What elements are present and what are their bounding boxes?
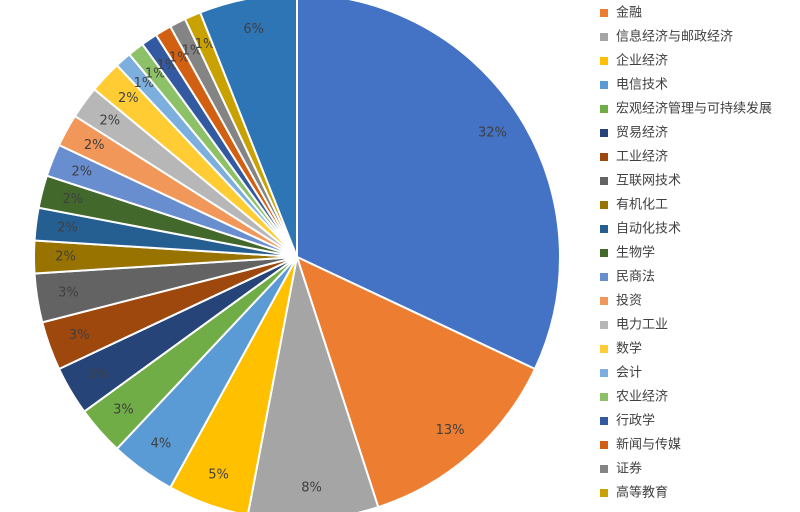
legend-label: 工业经济 — [616, 150, 668, 165]
legend-swatch — [600, 489, 608, 497]
legend-label: 电力工业 — [616, 318, 668, 333]
legend-swatch — [600, 273, 608, 281]
value-label: 4% — [151, 437, 172, 452]
pie-slice — [247, 256, 380, 512]
legend-label: 投资 — [616, 293, 642, 309]
legend-label: 数学 — [616, 341, 642, 357]
legend-swatch — [600, 417, 608, 425]
value-label: 3% — [69, 328, 90, 343]
legend-swatch — [600, 129, 608, 137]
legend-label: 民商法 — [616, 270, 655, 285]
value-label: 3% — [87, 367, 108, 382]
legend-swatch — [600, 393, 608, 401]
value-label: 8% — [301, 480, 322, 495]
legend-label: 会计 — [616, 366, 642, 381]
legend-label: 新闻与传媒 — [616, 437, 681, 453]
value-label: 5% — [208, 467, 229, 482]
value-label: 3% — [113, 403, 134, 418]
legend-label: 生物学 — [616, 245, 655, 261]
value-label: 2% — [99, 113, 120, 128]
legend-swatch — [600, 441, 608, 449]
legend-label: 农业经济 — [616, 390, 668, 405]
legend-label: 自动化技术 — [616, 222, 681, 237]
legend-label: 电信技术 — [616, 78, 668, 93]
value-label: 6% — [243, 22, 264, 37]
value-label: 2% — [118, 91, 139, 106]
legend-label: 宏观经济管理与可持续发展 — [616, 101, 772, 117]
legend-label: 互联网技术 — [616, 174, 681, 189]
legend-label: 金融 — [616, 5, 642, 21]
legend-label: 企业经济 — [616, 53, 668, 69]
value-label: 32% — [478, 125, 507, 140]
legend-swatch — [600, 153, 608, 161]
legend-swatch — [600, 81, 608, 89]
legend-swatch — [600, 57, 608, 65]
value-label: 2% — [84, 138, 105, 153]
legend-swatch — [600, 225, 608, 233]
legend-swatch — [600, 201, 608, 209]
value-label: 2% — [63, 192, 84, 207]
value-label: 2% — [57, 220, 78, 235]
legend-swatch — [600, 249, 608, 257]
pie-slice — [296, 0, 561, 371]
pie-slice — [295, 255, 537, 509]
legend-label: 贸易经济 — [616, 126, 668, 141]
legend-label: 有机化工 — [616, 198, 668, 213]
legend-swatch — [600, 297, 608, 305]
legend-swatch — [600, 345, 608, 353]
value-label: 1% — [195, 37, 216, 52]
legend-label: 信息经济与邮政经济 — [616, 29, 733, 45]
legend-label: 高等教育 — [616, 485, 668, 501]
legend-label: 证券 — [616, 461, 642, 477]
legend-swatch — [600, 33, 608, 41]
value-label: 2% — [72, 164, 93, 179]
pie-slice — [198, 0, 298, 258]
value-label: 13% — [436, 423, 465, 438]
legend-swatch — [600, 465, 608, 473]
legend-swatch — [600, 369, 608, 377]
value-label: 2% — [55, 250, 76, 265]
legend-swatch — [600, 9, 608, 17]
legend-swatch — [600, 177, 608, 185]
legend-label: 行政学 — [616, 413, 655, 429]
legend-swatch — [600, 321, 608, 329]
value-label: 3% — [58, 286, 79, 301]
value-label: 1% — [182, 43, 203, 58]
legend-swatch — [600, 105, 608, 113]
